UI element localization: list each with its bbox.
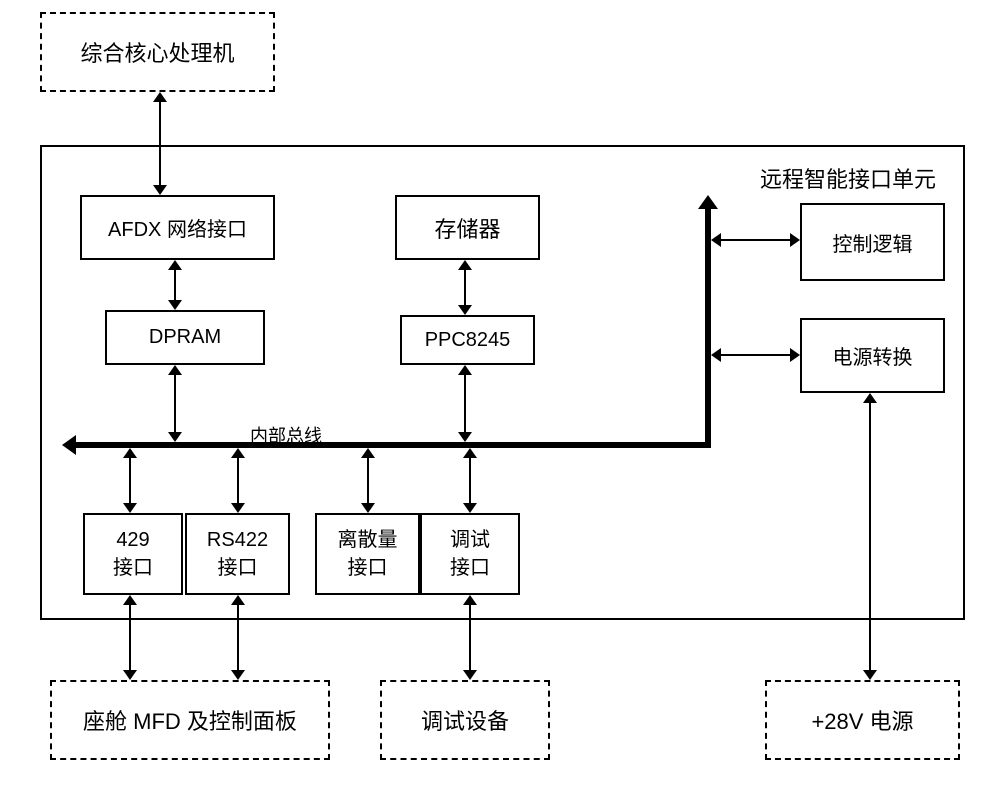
diagram-stage: 综合核心处理机AFDX 网络接口存储器控制逻辑DPRAMPPC8245电源转换4… <box>0 0 1000 801</box>
connector-layer <box>0 0 1000 801</box>
